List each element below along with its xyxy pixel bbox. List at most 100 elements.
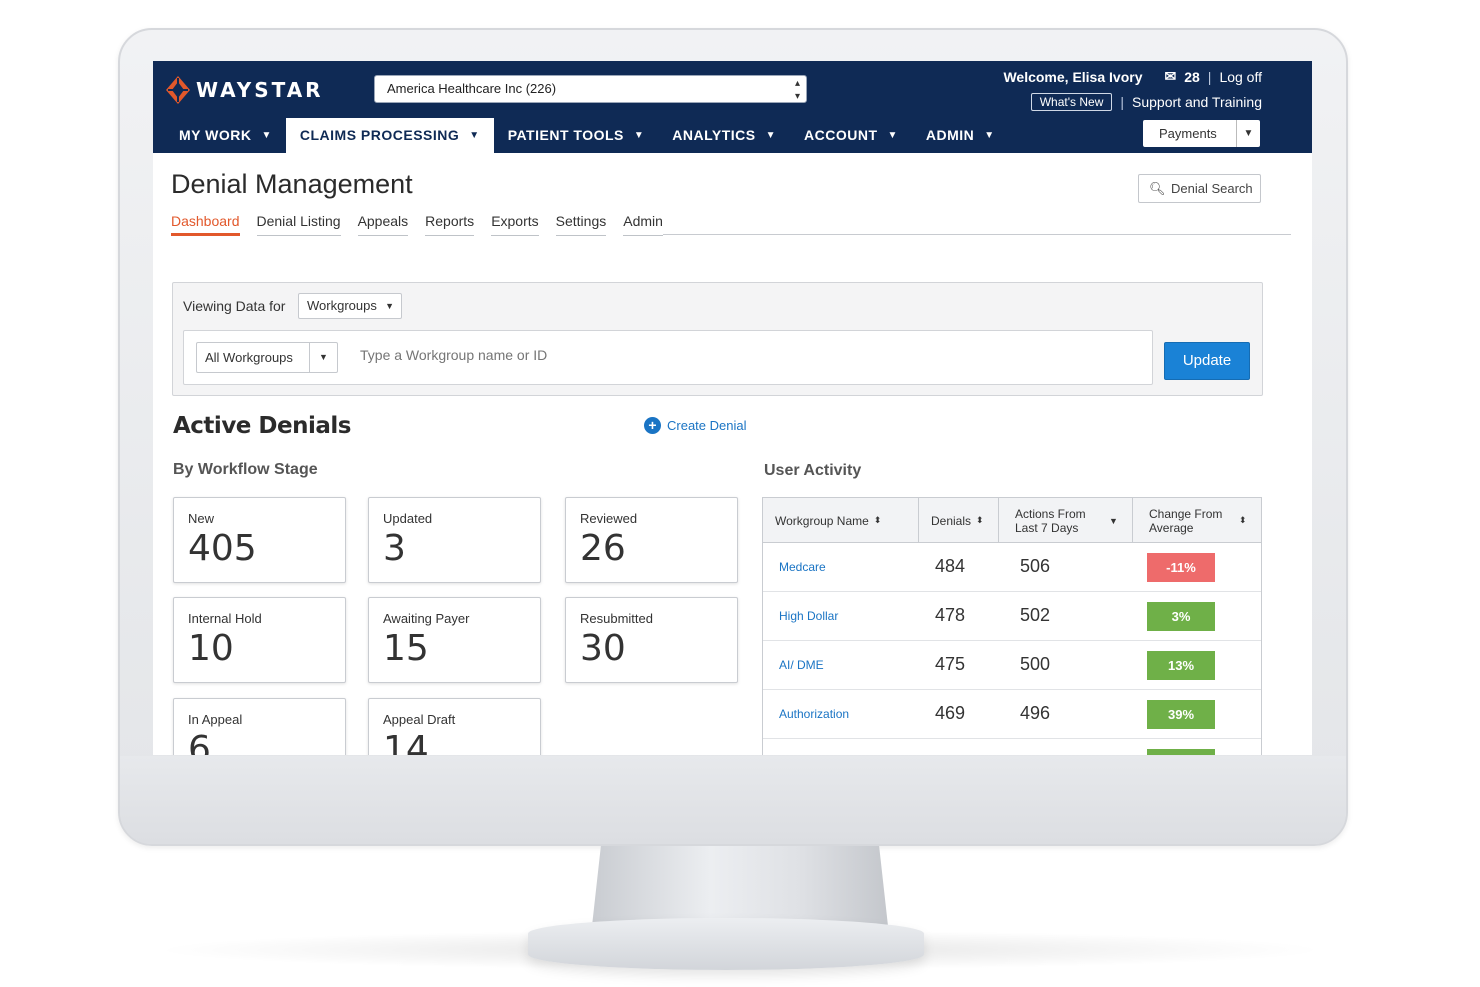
tab-settings[interactable]: Settings	[555, 213, 607, 236]
update-button[interactable]: Update	[1164, 342, 1250, 380]
stage-card-in-appeal[interactable]: In Appeal 6	[173, 698, 346, 755]
separator: |	[1207, 68, 1212, 85]
welcome-bar: Welcome, Elisa Ivory ✉ 28 | Log off	[1003, 68, 1262, 85]
caret-down-icon: ▼	[984, 130, 995, 141]
table-row: High Dollar 478 502 3%	[763, 592, 1261, 641]
monitor-chin	[120, 756, 1346, 844]
tab-reports[interactable]: Reports	[425, 213, 475, 236]
whats-new-button[interactable]: What's New	[1030, 93, 1113, 111]
active-denials-title: Active Denials	[173, 413, 351, 439]
caret-down-icon[interactable]: ▼	[1109, 515, 1118, 526]
payments-dropdown[interactable]: Payments ▼	[1143, 120, 1260, 147]
stage-card-internal-hold[interactable]: Internal Hold 10	[173, 597, 346, 683]
separator: |	[1120, 94, 1125, 110]
workgroup-search-box: All Workgroups ▼	[183, 330, 1153, 385]
all-workgroups-value: All Workgroups	[205, 350, 293, 365]
change-badge: 3%	[1147, 602, 1215, 631]
column-header-label: Workgroup Name	[775, 513, 869, 528]
mail-icon[interactable]: ✉	[1164, 68, 1177, 84]
column-header-change[interactable]: Change From Average ⬍	[1133, 498, 1261, 543]
nav-admin[interactable]: ADMIN ▼	[912, 118, 1009, 153]
stage-card-label: Appeal Draft	[383, 712, 456, 727]
filter-panel: Viewing Data for Workgroups ▼ All Workgr…	[172, 282, 1263, 396]
table-header: Workgroup Name ⬍ Denials ⬍ Actions From …	[763, 498, 1261, 543]
workgroup-link[interactable]: AI/ DME	[779, 658, 824, 672]
column-header-actions[interactable]: Actions From Last 7 Days ▼	[999, 498, 1133, 543]
column-header-label: Denials	[931, 513, 972, 528]
sort-icon[interactable]: ⬍	[1239, 515, 1247, 525]
monitor-stand-foot	[528, 918, 924, 970]
nav-my-work[interactable]: MY WORK ▼	[165, 118, 286, 153]
support-training-link[interactable]: Support and Training	[1132, 94, 1262, 110]
column-header-workgroup[interactable]: Workgroup Name ⬍	[763, 498, 919, 543]
caret-down-icon: ▼	[469, 130, 480, 141]
workgroup-search-input[interactable]	[360, 347, 1060, 363]
tab-denial-listing[interactable]: Denial Listing	[256, 213, 341, 236]
subnav-divider	[663, 234, 1291, 235]
stage-card-reviewed[interactable]: Reviewed 26	[565, 497, 738, 583]
mail-count[interactable]: 28	[1184, 68, 1200, 85]
change-badge: 13%	[1147, 651, 1215, 680]
nav-patient-tools[interactable]: PATIENT TOOLS ▼	[494, 118, 659, 153]
stage-card-updated[interactable]: Updated 3	[368, 497, 541, 583]
stage-card-label: Updated	[383, 511, 433, 526]
all-workgroups-select[interactable]: All Workgroups ▼	[196, 342, 338, 373]
denial-search-button[interactable]: 🔍︎ Denial Search	[1138, 174, 1261, 203]
caret-down-icon: ▼	[633, 130, 645, 141]
caret-down-icon: ▼	[385, 301, 394, 311]
viewing-label: Viewing Data for	[183, 298, 286, 314]
column-header-label: Actions From Last 7 Days	[1015, 506, 1086, 535]
actions-value: 506	[1020, 556, 1051, 576]
screen: WAYSTAR America Healthcare Inc (226) ▴ ▾ …	[153, 61, 1312, 755]
select-arrows-icon: ▴ ▾	[794, 78, 800, 102]
logo-text: WAYSTAR	[196, 78, 324, 102]
workgroup-link[interactable]: Medcare	[779, 560, 826, 574]
nav-claims-processing[interactable]: CLAIMS PROCESSING ▼	[285, 118, 494, 153]
nav-label: ACCOUNT	[804, 127, 878, 143]
logoff-link[interactable]: Log off	[1219, 68, 1262, 85]
caret-down-icon: ▼	[765, 130, 776, 141]
stage-card-value: 15	[383, 628, 429, 669]
stage-card-resubmitted[interactable]: Resubmitted 30	[565, 597, 738, 683]
stage-card-label: In Appeal	[188, 712, 243, 727]
caret-down-icon[interactable]: ▼	[309, 343, 337, 372]
stage-card-awaiting-payer[interactable]: Awaiting Payer 15	[368, 597, 541, 683]
waystar-logo[interactable]: WAYSTAR	[166, 76, 324, 104]
tab-dashboard[interactable]: Dashboard	[171, 213, 240, 236]
viewing-data-select[interactable]: Workgroups ▼	[298, 293, 402, 319]
organization-select[interactable]: America Healthcare Inc (226) ▴ ▾	[374, 75, 807, 103]
stage-card-label: Awaiting Payer	[383, 611, 470, 626]
sort-icon[interactable]: ⬍	[873, 515, 882, 525]
nav-label: MY WORK	[179, 127, 252, 143]
sub-nav: Dashboard Denial Listing Appeals Reports…	[171, 213, 663, 236]
tab-appeals[interactable]: Appeals	[357, 213, 409, 236]
create-denial-link[interactable]: + Create Denial	[644, 417, 747, 434]
workflow-stage-title: By Workflow Stage	[173, 461, 318, 478]
column-header-label: Change From Average	[1149, 506, 1223, 535]
nav-account[interactable]: ACCOUNT ▼	[790, 118, 912, 153]
denials-value: 478	[935, 605, 966, 625]
tab-admin[interactable]: Admin	[623, 213, 663, 236]
denial-search-label: Denial Search	[1171, 181, 1253, 196]
tab-exports[interactable]: Exports	[491, 213, 539, 236]
user-activity-table: Workgroup Name ⬍ Denials ⬍ Actions From …	[762, 497, 1262, 755]
payments-label: Payments	[1159, 126, 1217, 141]
search-icon: 🔍︎	[1149, 181, 1166, 196]
denials-value: 469	[935, 703, 966, 723]
nav-label: CLAIMS PROCESSING	[299, 127, 460, 143]
stage-card-value: 405	[188, 528, 257, 569]
caret-down-icon: ▼	[261, 130, 272, 141]
workgroup-link[interactable]: Authorization	[779, 707, 850, 721]
nav-analytics[interactable]: ANALYTICS ▼	[658, 118, 790, 153]
workgroup-link[interactable]: High Dollar	[779, 609, 839, 623]
help-links: What's New | Support and Training	[1030, 93, 1262, 111]
stage-card-new[interactable]: New 405	[173, 497, 346, 583]
sort-icon[interactable]: ⬍	[976, 515, 984, 525]
caret-down-icon[interactable]: ▼	[1236, 120, 1260, 147]
viewing-data-value: Workgroups	[307, 298, 377, 313]
column-header-denials[interactable]: Denials ⬍	[919, 498, 999, 543]
stage-card-appeal-draft[interactable]: Appeal Draft 14	[368, 698, 541, 755]
monitor-stand-neck	[592, 846, 888, 926]
stage-card-value: 10	[188, 628, 234, 669]
waystar-logo-icon	[166, 76, 190, 104]
